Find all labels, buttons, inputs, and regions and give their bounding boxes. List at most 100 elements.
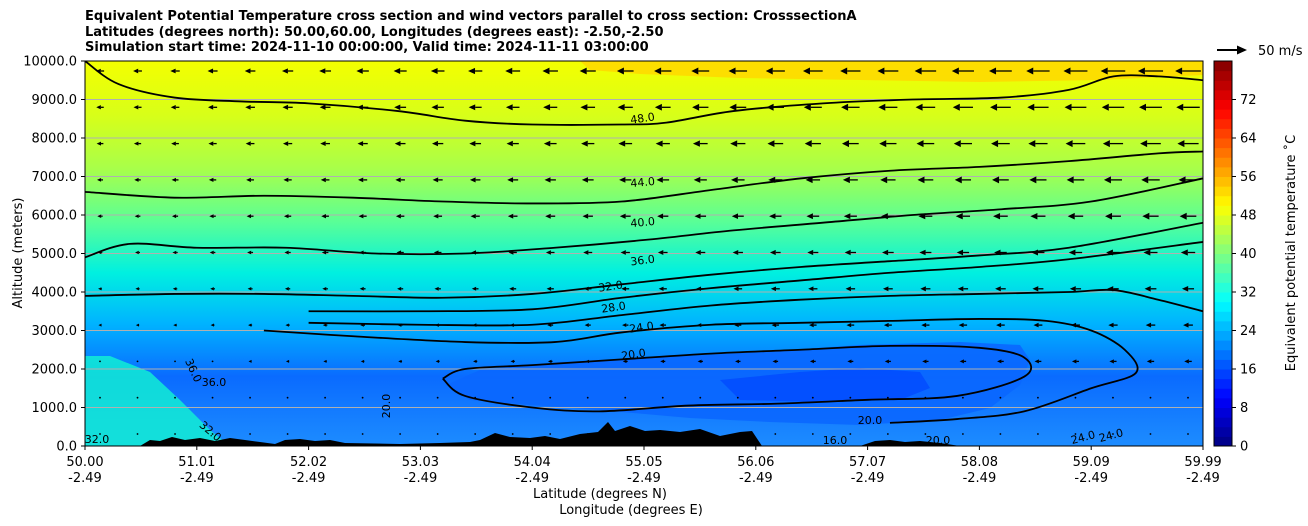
wind-vector-head	[506, 140, 513, 147]
colorbar-band	[1214, 340, 1232, 351]
wind-vector-head	[510, 359, 515, 364]
wind-vector-head	[692, 103, 700, 111]
wind-vector-head	[247, 250, 252, 255]
wind-vector-head	[468, 67, 476, 75]
wind-vector-head	[98, 323, 102, 327]
wind-vector-head	[244, 68, 251, 74]
colorbar-band	[1214, 330, 1232, 341]
x-tick-label-lat: 58.08	[961, 455, 998, 470]
wind-vector-head	[618, 140, 626, 147]
wind-vector-head	[806, 213, 813, 220]
wind-vector-dot	[736, 396, 739, 399]
wind-vector-head	[617, 104, 625, 111]
wind-vector-dot	[1187, 433, 1189, 435]
wind-vector-head	[545, 250, 551, 255]
wind-vector-dot	[586, 396, 589, 399]
wind-vector-dot	[961, 396, 964, 399]
wind-vector-head	[809, 359, 814, 364]
wind-vector-dot	[774, 396, 777, 399]
wind-vector-head	[471, 286, 477, 291]
y-tick-label: 10000.0	[23, 55, 77, 70]
colorbar-band	[1214, 176, 1232, 187]
wind-vector-head	[1183, 322, 1189, 328]
y-tick-label: 4000.0	[32, 286, 78, 301]
y-tick-label: 5000.0	[32, 247, 78, 262]
wind-vector-head	[842, 176, 850, 184]
wind-vector-head	[473, 359, 477, 364]
colorbar-band	[1214, 263, 1232, 274]
wind-vector-head	[394, 104, 401, 111]
colorbar-band	[1214, 301, 1232, 312]
wind-vector-head	[171, 177, 176, 182]
wind-vector-head	[767, 140, 775, 147]
wind-vector-head	[133, 105, 139, 110]
colorbar-tick-label: 40	[1240, 247, 1257, 262]
x-tick-label-lon: -2.49	[180, 471, 214, 486]
wind-vector-head	[805, 176, 813, 184]
wind-vector-head	[809, 322, 814, 328]
wind-vector-head	[170, 68, 176, 74]
title-line-1: Equivalent Potential Temperature cross s…	[85, 9, 857, 24]
wind-vector-head	[957, 286, 964, 292]
wind-vector-head	[951, 67, 959, 75]
wind-vector-head	[580, 104, 588, 111]
colorbar-band	[1214, 70, 1232, 81]
wind-vector-head	[841, 103, 849, 111]
wind-vector-dot	[99, 396, 101, 399]
wind-vector-head	[134, 177, 139, 182]
wind-vector-head	[96, 177, 102, 182]
x-tick-label-lon: -2.49	[1186, 471, 1220, 486]
wind-vector-head	[358, 213, 364, 219]
wind-vector-head	[432, 140, 438, 147]
x-tick-label-lat: 53.03	[402, 455, 439, 470]
wind-vector-head	[840, 67, 848, 75]
wind-vector-head	[845, 286, 851, 292]
wind-vector-dot	[99, 433, 101, 435]
wind-vector-dot	[324, 396, 327, 399]
wind-vector-head	[1067, 212, 1075, 220]
wind-vector-dot	[249, 396, 251, 399]
wind-vector-head	[509, 286, 514, 291]
wind-vector-head	[321, 250, 327, 255]
wind-vector-head	[246, 214, 252, 219]
x-tick-label-lat: 55.05	[625, 455, 662, 470]
contour-label: 36.0	[202, 376, 227, 389]
wind-vector-head	[357, 141, 364, 147]
wind-vector-dot	[549, 396, 552, 399]
wind-vector-head	[691, 67, 699, 75]
wind-vector-dot	[474, 433, 477, 435]
wind-vector-head	[1144, 286, 1151, 292]
wind-vector-dot	[136, 396, 139, 399]
colorbar-band	[1214, 311, 1232, 322]
wind-vector-head	[208, 177, 214, 183]
wind-vector-head	[654, 67, 662, 75]
y-tick-label: 7000.0	[32, 170, 78, 185]
wind-vector-head	[997, 359, 1002, 364]
wind-vector-head	[1103, 176, 1111, 184]
wind-vector-head	[319, 104, 326, 110]
wind-vector-dot	[849, 396, 852, 399]
x-tick-label-lon: -2.49	[292, 471, 326, 486]
wind-vector-dot	[286, 396, 289, 399]
wind-vector-head	[914, 67, 922, 75]
x-tick-label-lon: -2.49	[739, 471, 773, 486]
wind-vector-head	[1141, 176, 1149, 184]
wind-vector-head	[803, 103, 811, 111]
wind-vector-head	[96, 141, 101, 146]
colorbar-tick-label: 24	[1240, 324, 1257, 339]
x-tick-label-lon: -2.49	[515, 471, 549, 486]
wind-vector-head	[248, 359, 252, 363]
wind-vector-head	[1142, 212, 1150, 220]
wind-vector-head	[622, 323, 627, 328]
colorbar-band	[1214, 378, 1232, 389]
x-axis-label-line-2: Longitude (degrees E)	[559, 503, 703, 518]
wind-vector-head	[959, 359, 964, 364]
wind-vector-head	[395, 177, 401, 183]
colorbar-band	[1214, 109, 1232, 120]
colorbar-band	[1214, 138, 1232, 149]
colorbar-band	[1214, 388, 1232, 399]
wind-vector-dot	[174, 360, 176, 363]
wind-vector-head	[173, 323, 177, 327]
wind-vector-head	[469, 140, 476, 147]
